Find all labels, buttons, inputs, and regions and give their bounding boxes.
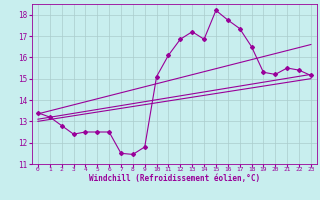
X-axis label: Windchill (Refroidissement éolien,°C): Windchill (Refroidissement éolien,°C) [89, 174, 260, 183]
